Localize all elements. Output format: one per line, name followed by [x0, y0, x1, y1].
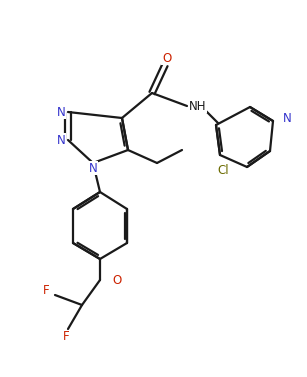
Text: Cl: Cl	[217, 164, 229, 178]
Text: N: N	[89, 161, 97, 175]
Text: F: F	[43, 285, 50, 297]
Text: N: N	[283, 112, 292, 126]
Text: N: N	[56, 106, 65, 118]
Text: O: O	[112, 273, 121, 287]
Text: F: F	[63, 331, 69, 343]
Text: NH: NH	[189, 100, 207, 112]
Text: N: N	[56, 133, 65, 147]
Text: O: O	[162, 52, 172, 64]
